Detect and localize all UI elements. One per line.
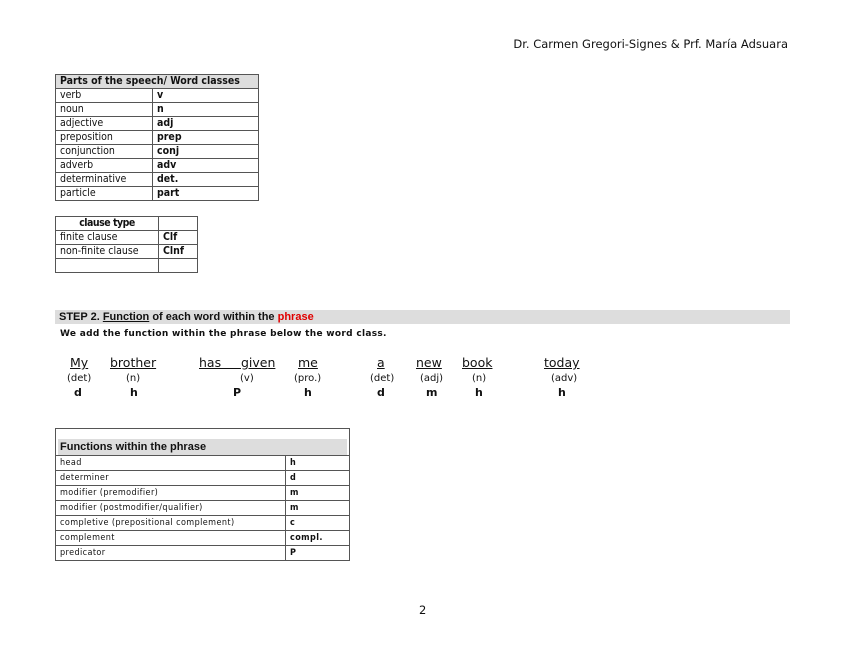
word-class-label: (adv): [551, 373, 578, 384]
table-title: clause type: [55, 216, 159, 231]
row-abbreviation: d: [285, 470, 350, 486]
row-abbreviation: compl.: [285, 530, 350, 546]
word-class-label: (pro.): [294, 373, 322, 384]
row-abbreviation: adv: [152, 158, 259, 173]
table-row: adverb adv: [55, 158, 259, 173]
step2-description: We add the function within the phrase be…: [60, 329, 387, 339]
table-row: [55, 258, 198, 273]
table-row: adjective adj: [55, 116, 259, 131]
example-word: book: [462, 355, 493, 370]
table-row: conjunction conj: [55, 144, 259, 159]
table-row: predicator P: [55, 545, 350, 561]
example-word: new: [416, 355, 442, 370]
function-label: h: [558, 386, 566, 399]
word-class-label: (adj): [420, 373, 444, 384]
word-class-label: (v): [240, 373, 254, 384]
function-label: h: [304, 386, 312, 399]
row-abbreviation: det.: [152, 172, 259, 187]
example-word: today: [544, 355, 580, 370]
row-label: verb: [55, 88, 153, 103]
table-row: complement compl.: [55, 530, 350, 546]
table-row: preposition prep: [55, 130, 259, 145]
row-abbreviation: Clf: [158, 230, 198, 245]
function-label: h: [130, 386, 138, 399]
row-label: adjective: [55, 116, 153, 131]
table-row: verb v: [55, 88, 259, 103]
table-row: particle part: [55, 186, 259, 201]
table-title: Functions within the phrase: [58, 439, 347, 455]
function-label: m: [426, 386, 438, 399]
authors-header: Dr. Carmen Gregori-Signes & Prf. María A…: [513, 37, 788, 51]
row-label: noun: [55, 102, 153, 117]
row-abbreviation: adj: [152, 116, 259, 131]
example-word: brother: [110, 355, 157, 370]
row-label: completive (prepositional complement): [55, 515, 286, 531]
row-abbreviation: part: [152, 186, 259, 201]
row-label: modifier (postmodifier/qualifier): [55, 500, 286, 516]
function-label: h: [475, 386, 483, 399]
row-label: finite clause: [55, 230, 159, 245]
function-label: P: [233, 386, 242, 399]
function-word: Function: [102, 311, 150, 323]
example-word: My: [70, 355, 89, 370]
row-abbreviation: h: [285, 455, 350, 471]
row-abbreviation: Clnf: [158, 244, 198, 259]
row-label: predicator: [55, 545, 286, 561]
row-label: determinative: [55, 172, 153, 187]
row-label: preposition: [55, 130, 153, 145]
table-row: head h: [55, 455, 350, 471]
word-class-label: (det): [370, 373, 395, 384]
table-row: non-finite clause Clnf: [55, 244, 198, 259]
functions-table: Functions within the phrase head h determi…: [55, 428, 350, 561]
row-abbreviation: P: [285, 545, 350, 561]
row-abbreviation: n: [152, 102, 259, 117]
table-row: determiner d: [55, 470, 350, 486]
function-label: d: [377, 386, 385, 399]
page-number: 2: [419, 603, 427, 617]
row-label: modifier (premodifier): [55, 485, 286, 501]
table-row: finite clause Clf: [55, 230, 198, 245]
word-class-label: (n): [472, 373, 487, 384]
row-label: determiner: [55, 470, 286, 486]
word-classes-table: Parts of the speech/ Word classes verb v n…: [55, 74, 259, 201]
row-label: particle: [55, 186, 153, 201]
example-word: me: [298, 355, 318, 370]
heading-text: of each word within the: [149, 311, 278, 323]
row-abbreviation: m: [285, 485, 350, 501]
step-label: STEP 2.: [59, 311, 103, 323]
row-abbreviation: [158, 258, 198, 273]
row-label: conjunction: [55, 144, 153, 159]
example-word: has given: [199, 355, 276, 370]
clause-type-table: clause type finite clause Clf non-finite c…: [55, 216, 198, 273]
row-abbreviation: conj: [152, 144, 259, 159]
row-label: complement: [55, 530, 286, 546]
row-abbreviation: prep: [152, 130, 259, 145]
table-row: determinative det.: [55, 172, 259, 187]
row-abbreviation: c: [285, 515, 350, 531]
table-title: Parts of the speech/ Word classes: [55, 74, 259, 89]
table-row: modifier (postmodifier/qualifier) m: [55, 500, 350, 516]
example-word: a: [377, 355, 385, 370]
table-row: completive (prepositional complement) c: [55, 515, 350, 531]
row-label: head: [55, 455, 286, 471]
function-label: d: [74, 386, 82, 399]
phrase-word: phrase: [277, 311, 314, 323]
row-label: [55, 258, 159, 273]
word-class-label: (n): [126, 373, 141, 384]
row-abbreviation: m: [285, 500, 350, 516]
row-abbreviation: v: [152, 88, 259, 103]
step2-heading: STEP 2. Function of each word within the…: [55, 310, 790, 324]
row-label: non-finite clause: [55, 244, 159, 259]
table-row: modifier (premodifier) m: [55, 485, 350, 501]
row-label: adverb: [55, 158, 153, 173]
table-row: noun n: [55, 102, 259, 117]
word-class-label: (det): [67, 373, 92, 384]
